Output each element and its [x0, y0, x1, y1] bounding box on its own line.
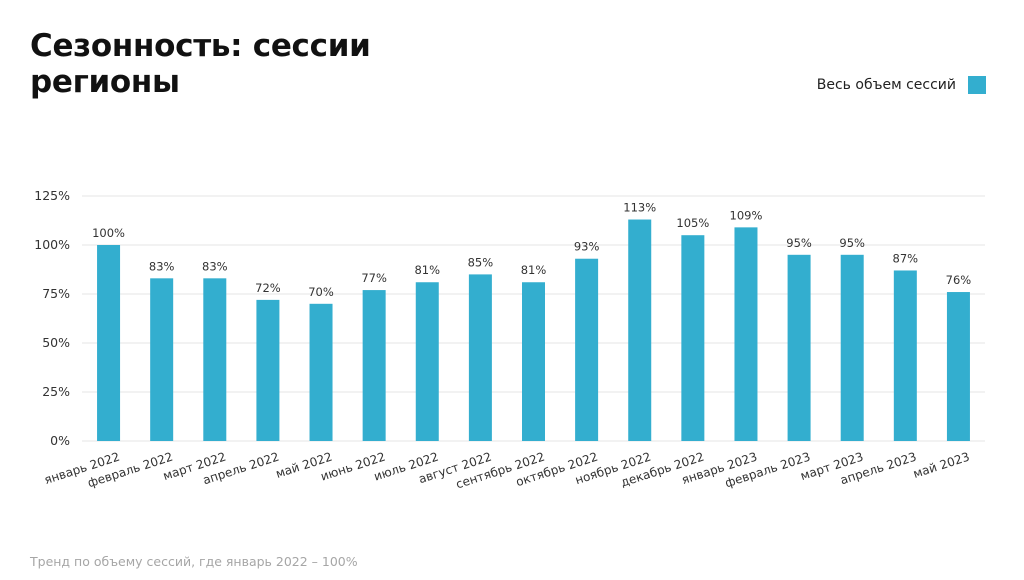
data-label: 83%	[202, 259, 228, 273]
data-label: 72%	[255, 281, 281, 295]
footnote: Тренд по объему сессий, где январь 2022 …	[30, 554, 358, 569]
bar	[415, 282, 439, 441]
data-label: 95%	[839, 236, 865, 250]
y-tick-label: 75%	[42, 286, 70, 301]
data-label: 87%	[893, 251, 919, 265]
bar	[787, 254, 811, 441]
title-line-1: Сезонность: сессии	[30, 28, 371, 64]
x-tick-label: май 2023	[911, 450, 971, 481]
bar	[681, 235, 705, 441]
legend: Весь объем сессий	[817, 76, 986, 94]
legend-swatch	[968, 76, 986, 94]
title-line-2: регионы	[30, 64, 180, 100]
data-label: 81%	[414, 263, 440, 277]
bar	[946, 292, 970, 441]
bar	[840, 254, 864, 441]
data-label: 109%	[730, 208, 763, 222]
data-label: 77%	[361, 271, 387, 285]
data-label: 95%	[786, 236, 812, 250]
bar	[893, 270, 917, 441]
data-label: 81%	[521, 263, 547, 277]
data-label: 83%	[149, 259, 175, 273]
bar	[309, 303, 333, 441]
bar	[522, 282, 545, 441]
bar	[575, 258, 599, 441]
y-tick-label: 125%	[34, 188, 70, 203]
bar	[203, 278, 227, 441]
y-tick-label: 25%	[42, 384, 70, 399]
data-label: 70%	[308, 285, 334, 299]
bar	[150, 278, 174, 441]
y-tick-label: 0%	[50, 433, 70, 448]
data-label: 100%	[92, 226, 125, 240]
data-label: 113%	[623, 201, 656, 215]
data-label: 85%	[468, 255, 494, 269]
legend-label: Весь объем сессий	[816, 77, 956, 93]
bar	[628, 219, 652, 441]
bar	[362, 290, 386, 441]
data-label: 93%	[574, 240, 600, 254]
data-label: 105%	[676, 216, 709, 230]
page-title: Сезонность: сессии регионы	[30, 28, 371, 100]
bar	[468, 274, 492, 441]
data-label: 76%	[946, 273, 972, 287]
bar	[97, 245, 121, 441]
y-tick-label: 50%	[42, 335, 70, 350]
y-tick-label: 100%	[34, 237, 70, 252]
bar	[256, 299, 280, 441]
bar	[734, 227, 758, 441]
bar-chart: 0%25%50%75%100%125%100%январь 202283%фев…	[34, 188, 985, 491]
